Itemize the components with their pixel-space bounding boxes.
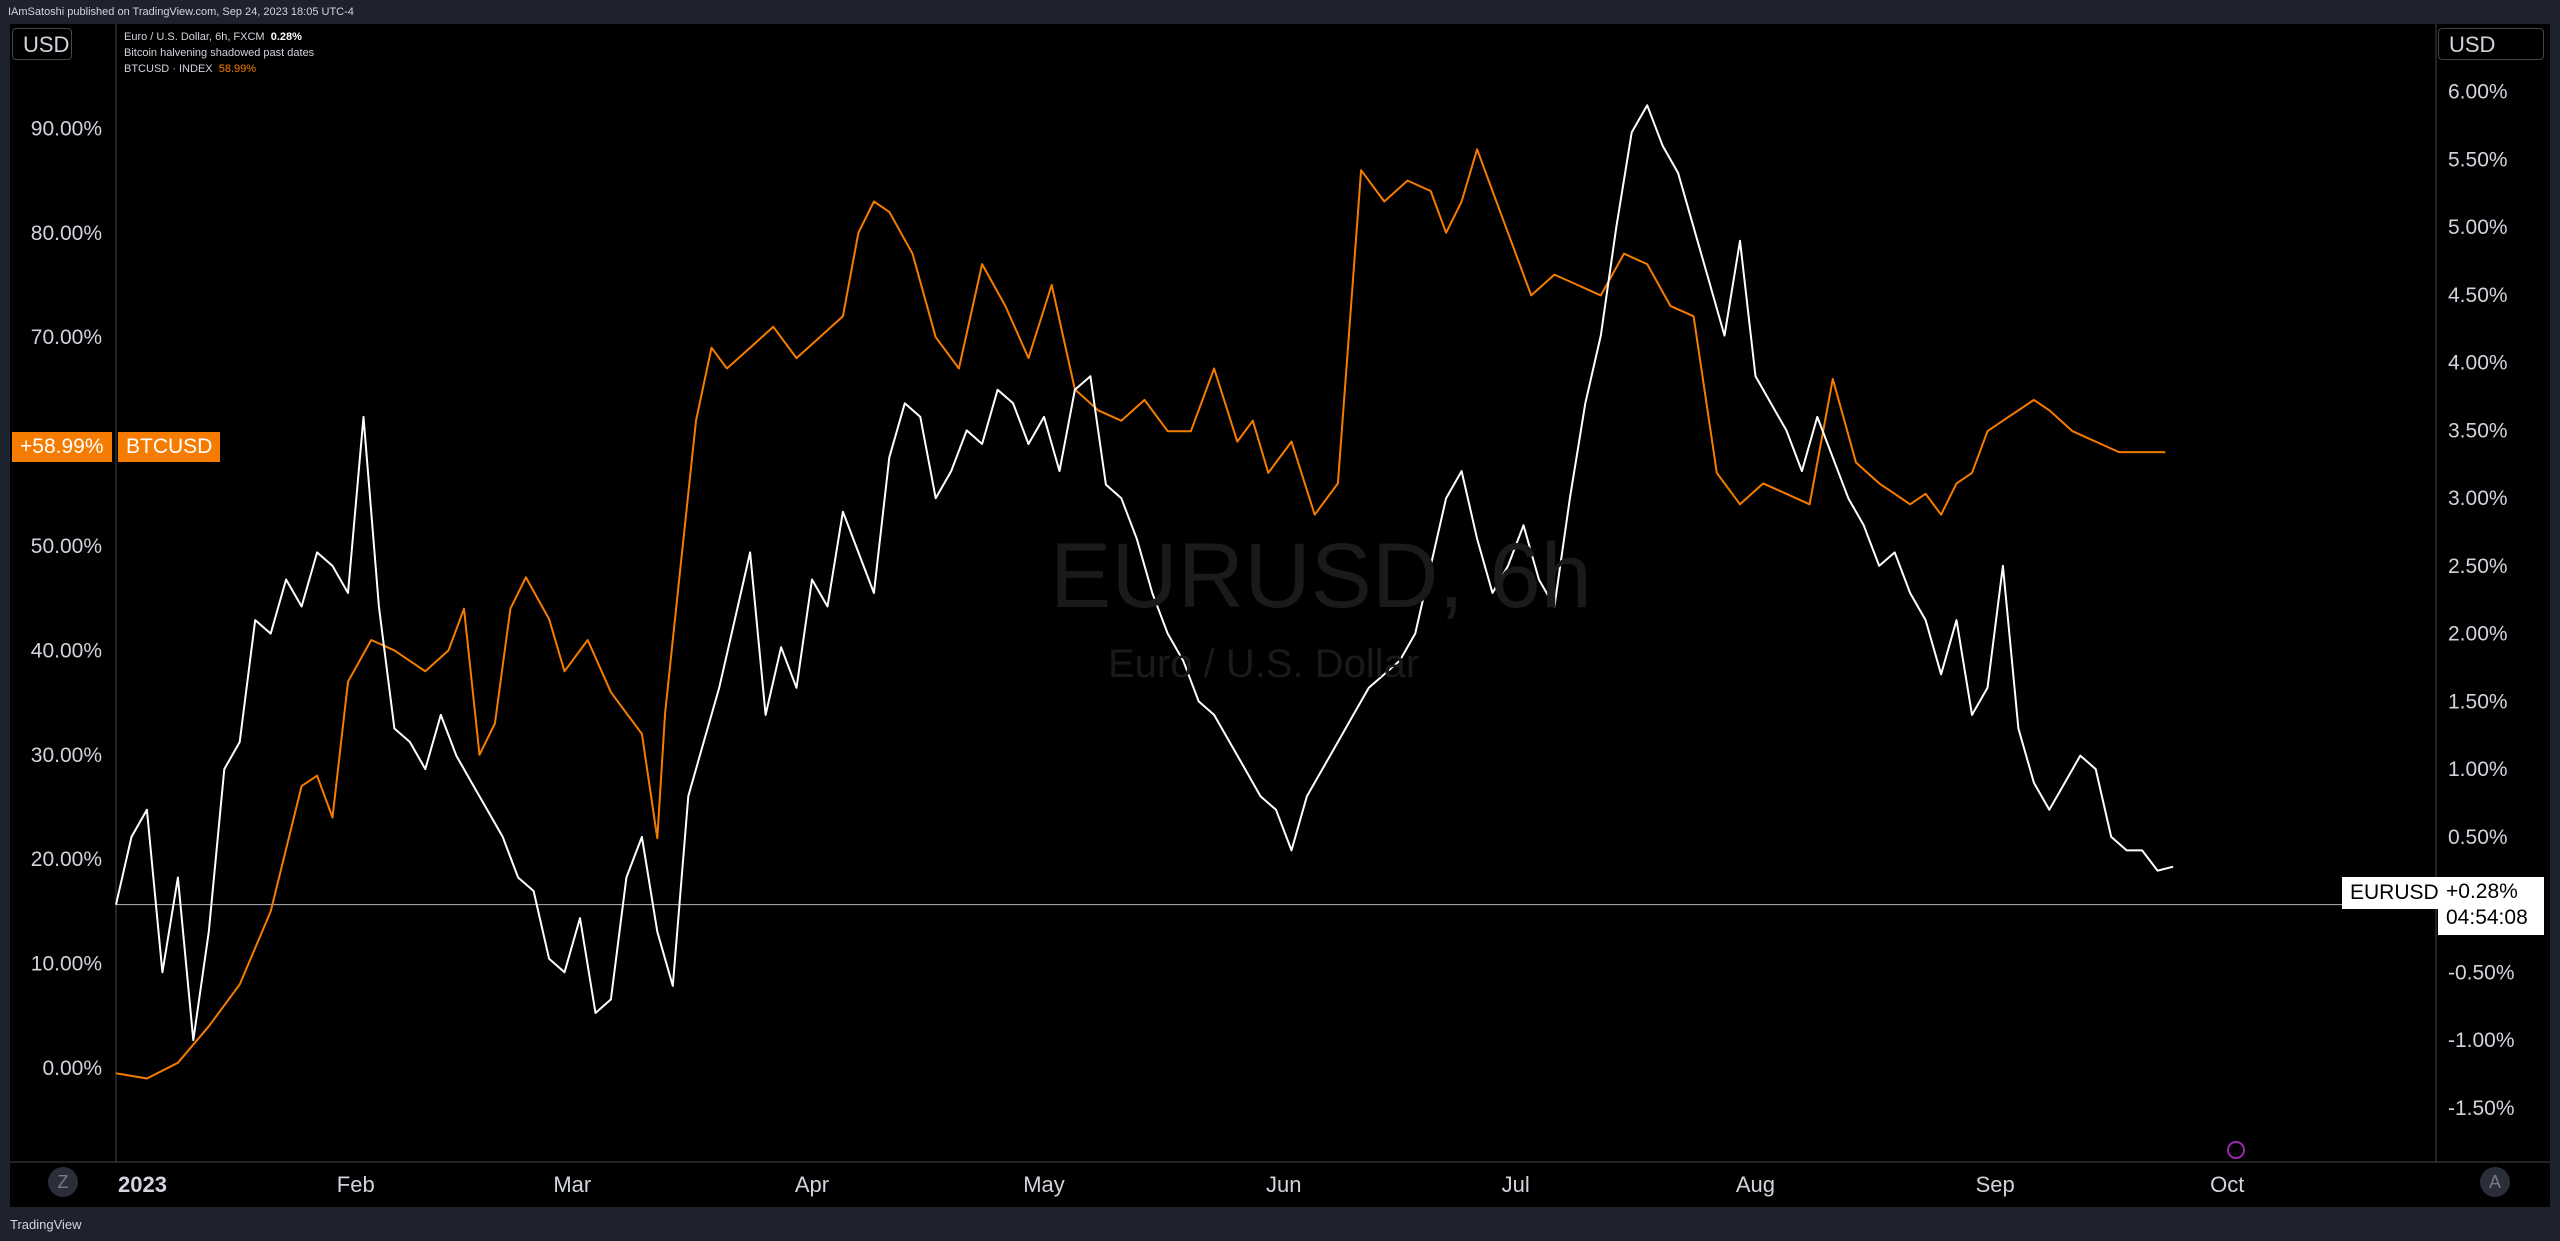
time-tick-label: 2023 xyxy=(118,1172,167,1197)
publisher-bar: IAmSatoshi published on TradingView.com,… xyxy=(0,0,2560,24)
chart-canvas[interactable]: 90.00% 80.00% 70.00% 50.00% 40.00% 30.00% 20.0… xyxy=(10,24,2550,1207)
btc-series-tag[interactable]: BTCUSD xyxy=(118,432,221,462)
time-tick-label: Apr xyxy=(795,1172,829,1197)
chart-area[interactable]: 90.00% 80.00% 70.00% 50.00% 40.00% 30.00% 20.0… xyxy=(10,24,2550,1207)
right-tick-label: -1.00% xyxy=(2448,1029,2515,1052)
right-unit-button[interactable]: USD xyxy=(2438,28,2544,60)
left-tick-label: 20.00% xyxy=(31,848,102,871)
timezone-z-button[interactable]: Z xyxy=(48,1167,78,1197)
tradingview-logo[interactable]: TradingView xyxy=(10,1217,82,1232)
right-tick-label: 6.00% xyxy=(2448,81,2508,104)
eur-countdown: 04:54:08 xyxy=(2446,906,2528,929)
right-tick-label: 4.50% xyxy=(2448,284,2508,307)
left-tick-label: 10.00% xyxy=(31,953,102,976)
legend-indicator-name: Bitcoin halvening shadowed past dates xyxy=(124,47,315,59)
legend-main-value: 0.28% xyxy=(270,31,302,43)
time-tick-label: Feb xyxy=(337,1172,375,1197)
right-axis: 6.00% 5.50% 5.00% 4.50% 4.00% 3.50% 3.00% 2.50%… xyxy=(2448,81,2515,1120)
legend-indicator-row[interactable]: Bitcoin halvening shadowed past dates xyxy=(124,47,314,59)
left-tick-label: 0.00% xyxy=(42,1057,102,1080)
eur-series-tag[interactable]: EURUSD xyxy=(2342,877,2447,909)
right-tick-label: -0.50% xyxy=(2448,961,2515,984)
right-tick-label: 5.00% xyxy=(2448,216,2508,239)
right-tick-label: 3.50% xyxy=(2448,419,2508,442)
series-line-eurusd xyxy=(115,104,2174,1042)
time-axis[interactable]: 2023 Feb Mar Apr May Jun Jul Aug Sep Oct xyxy=(118,1172,2244,1197)
watermark-subtitle: Euro / U.S. Dollar xyxy=(1108,642,1420,686)
left-axis: 90.00% 80.00% 70.00% 50.00% 40.00% 30.00% 20.0… xyxy=(31,117,102,1080)
watermark-title: EURUSD, 6h xyxy=(1050,525,1592,627)
right-tick-label: -1.50% xyxy=(2448,1097,2515,1120)
right-tick-label: 2.50% xyxy=(2448,555,2508,578)
left-tick-label: 70.00% xyxy=(31,326,102,349)
time-tick-label: Jun xyxy=(1266,1172,1301,1197)
time-tick-label: Mar xyxy=(553,1172,591,1197)
time-tick-label: Sep xyxy=(1976,1172,2015,1197)
legend-main-row[interactable]: Euro / U.S. Dollar, 6h, FXCM 0.28% xyxy=(124,31,302,43)
right-tick-label: 1.00% xyxy=(2448,758,2508,781)
legend-compare-value: 58.99% xyxy=(218,63,257,75)
left-tick-label: 90.00% xyxy=(31,117,102,140)
left-tick-label: 30.00% xyxy=(31,744,102,767)
btc-axis-value-label: +58.99% xyxy=(12,432,112,462)
time-tick-label: Jul xyxy=(1502,1172,1530,1197)
legend-compare-symbol: BTCUSD · INDEX xyxy=(124,63,213,75)
right-tick-label: 1.50% xyxy=(2448,690,2508,713)
left-tick-label: 50.00% xyxy=(31,535,102,558)
time-tick-label: Oct xyxy=(2210,1172,2244,1197)
alert-icon[interactable] xyxy=(2227,1141,2245,1159)
auto-scale-button[interactable]: A xyxy=(2480,1167,2510,1197)
eur-price-value: +0.28% xyxy=(2446,880,2518,903)
series-line-btcusd xyxy=(115,148,2166,1080)
time-tick-label: May xyxy=(1023,1172,1065,1197)
right-tick-label: 4.00% xyxy=(2448,352,2508,375)
left-unit-button[interactable]: USD xyxy=(12,28,72,60)
right-tick-label: 0.50% xyxy=(2448,826,2508,849)
right-tick-label: 3.00% xyxy=(2448,487,2508,510)
legend-compare-row[interactable]: BTCUSD · INDEX 58.99% xyxy=(124,63,256,75)
left-tick-label: 80.00% xyxy=(31,222,102,245)
eur-price-box: +0.28% 04:54:08 xyxy=(2438,877,2544,935)
legend-main-symbol: Euro / U.S. Dollar, 6h, FXCM xyxy=(124,31,265,43)
left-tick-label: 40.00% xyxy=(31,639,102,662)
time-tick-label: Aug xyxy=(1736,1172,1775,1197)
footer-bar: TradingView xyxy=(0,1207,2560,1241)
series-lines xyxy=(115,104,2174,1080)
publisher-text: IAmSatoshi published on TradingView.com,… xyxy=(8,6,354,18)
right-tick-label: 5.50% xyxy=(2448,148,2508,171)
right-tick-label: 2.00% xyxy=(2448,623,2508,646)
